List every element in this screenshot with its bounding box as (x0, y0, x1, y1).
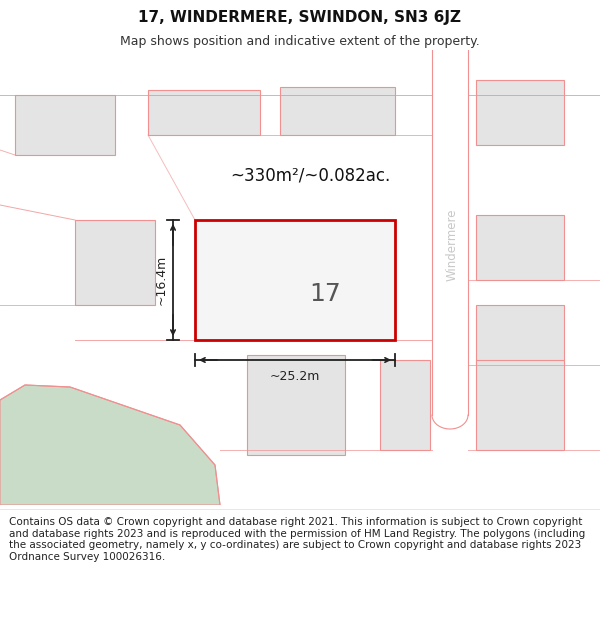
Text: ~16.4m: ~16.4m (155, 255, 168, 305)
Text: Contains OS data © Crown copyright and database right 2021. This information is : Contains OS data © Crown copyright and d… (9, 517, 585, 562)
Text: ~25.2m: ~25.2m (270, 370, 320, 383)
Text: 17: 17 (309, 282, 341, 306)
Polygon shape (0, 385, 220, 505)
Polygon shape (432, 50, 468, 415)
Text: ~330m²/~0.082ac.: ~330m²/~0.082ac. (230, 166, 390, 184)
Bar (476, 215, 564, 280)
Polygon shape (432, 415, 468, 429)
Bar (476, 305, 564, 365)
Bar (15, 95, 115, 155)
Bar (248, 220, 276, 340)
Bar (247, 355, 345, 455)
Text: Windermere: Windermere (445, 209, 458, 281)
Text: Map shows position and indicative extent of the property.: Map shows position and indicative extent… (120, 35, 480, 48)
Bar (360, 220, 385, 340)
Bar (476, 80, 564, 145)
Text: 17, WINDERMERE, SWINDON, SN3 6JZ: 17, WINDERMERE, SWINDON, SN3 6JZ (139, 10, 461, 25)
Bar (195, 220, 395, 340)
Bar (380, 360, 430, 450)
Bar (280, 87, 395, 135)
Bar (148, 90, 260, 135)
Bar (476, 360, 564, 450)
Bar (75, 220, 155, 305)
